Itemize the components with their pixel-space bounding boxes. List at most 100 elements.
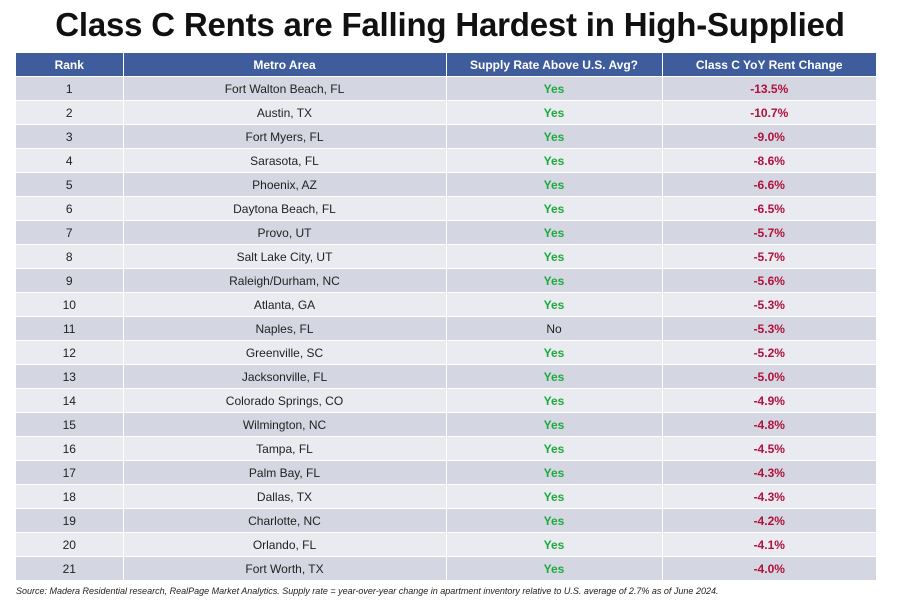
rank-cell: 4 [16,148,124,173]
column-header-metro-area: Metro Area [123,53,447,77]
column-header-rent-change: Class C YoY Rent Change [662,53,876,77]
table-row: 5 Phoenix, AZ Yes -6.6% [16,172,876,197]
rank-cell: 21 [16,556,124,581]
rent-change-cell: -5.2% [662,340,876,365]
rent-change-table: Rank Metro Area Supply Rate Above U.S. A… [16,53,876,581]
metro-area-cell: Tampa, FL [123,436,447,461]
rank-cell: 3 [16,124,124,149]
table-row: 15 Wilmington, NC Yes -4.8% [16,412,876,437]
table-row: 8 Salt Lake City, UT Yes -5.7% [16,244,876,269]
metro-area-cell: Charlotte, NC [123,508,447,533]
rent-change-cell: -4.2% [662,508,876,533]
table-row: 7 Provo, UT Yes -5.7% [16,220,876,245]
rent-change-cell: -4.9% [662,388,876,413]
rank-cell: 5 [16,172,124,197]
metro-area-cell: Salt Lake City, UT [123,244,447,269]
table-row: 9 Raleigh/Durham, NC Yes -5.6% [16,268,876,293]
supply-rate-cell: Yes [446,340,663,365]
rank-cell: 15 [16,412,124,437]
table-row: 13 Jacksonville, FL Yes -5.0% [16,364,876,389]
metro-area-cell: Fort Myers, FL [123,124,447,149]
rent-change-cell: -5.7% [662,244,876,269]
table-row: 11 Naples, FL No -5.3% [16,316,876,341]
table-row: 6 Daytona Beach, FL Yes -6.5% [16,196,876,221]
rent-change-cell: -8.6% [662,148,876,173]
rent-change-cell: -4.1% [662,532,876,557]
rank-cell: 7 [16,220,124,245]
metro-area-cell: Austin, TX [123,100,447,125]
table-row: 1 Fort Walton Beach, FL Yes -13.5% [16,76,876,101]
rent-change-cell: -4.0% [662,556,876,581]
supply-rate-cell: Yes [446,220,663,245]
table-row: 12 Greenville, SC Yes -5.2% [16,340,876,365]
table-row: 2 Austin, TX Yes -10.7% [16,100,876,125]
metro-area-cell: Palm Bay, FL [123,460,447,485]
table-row: 17 Palm Bay, FL Yes -4.3% [16,460,876,485]
rent-change-cell: -4.3% [662,460,876,485]
table-row: 19 Charlotte, NC Yes -4.2% [16,508,876,533]
supply-rate-cell: Yes [446,412,663,437]
supply-rate-cell: Yes [446,76,663,101]
table-row: 16 Tampa, FL Yes -4.5% [16,436,876,461]
table-row: 18 Dallas, TX Yes -4.3% [16,484,876,509]
rent-change-cell: -10.7% [662,100,876,125]
metro-area-cell: Jacksonville, FL [123,364,447,389]
metro-area-cell: Orlando, FL [123,532,447,557]
table-row: 4 Sarasota, FL Yes -8.6% [16,148,876,173]
rank-cell: 18 [16,484,124,509]
metro-area-cell: Dallas, TX [123,484,447,509]
metro-area-cell: Daytona Beach, FL [123,196,447,221]
rank-cell: 8 [16,244,124,269]
rank-cell: 2 [16,100,124,125]
rank-cell: 14 [16,388,124,413]
source-footnote: Source: Madera Residential research, Rea… [16,586,719,596]
supply-rate-cell: Yes [446,148,663,173]
table-row: 20 Orlando, FL Yes -4.1% [16,532,876,557]
rank-cell: 10 [16,292,124,317]
metro-area-cell: Sarasota, FL [123,148,447,173]
rank-cell: 12 [16,340,124,365]
supply-rate-cell: Yes [446,556,663,581]
supply-rate-cell: Yes [446,100,663,125]
rank-cell: 16 [16,436,124,461]
metro-area-cell: Fort Walton Beach, FL [123,76,447,101]
supply-rate-cell: Yes [446,484,663,509]
supply-rate-cell: Yes [446,196,663,221]
rent-change-cell: -5.7% [662,220,876,245]
metro-area-cell: Atlanta, GA [123,292,447,317]
rent-change-cell: -4.3% [662,484,876,509]
metro-area-cell: Phoenix, AZ [123,172,447,197]
rent-change-cell: -5.3% [662,292,876,317]
supply-rate-cell: Yes [446,460,663,485]
rank-cell: 1 [16,76,124,101]
supply-rate-cell: Yes [446,436,663,461]
rent-change-cell: -5.6% [662,268,876,293]
rank-cell: 13 [16,364,124,389]
metro-area-cell: Greenville, SC [123,340,447,365]
supply-rate-cell: Yes [446,292,663,317]
rent-change-cell: -4.5% [662,436,876,461]
rank-cell: 9 [16,268,124,293]
supply-rate-cell: Yes [446,172,663,197]
rent-change-cell: -4.8% [662,412,876,437]
metro-area-cell: Raleigh/Durham, NC [123,268,447,293]
table-row: 21 Fort Worth, TX Yes -4.0% [16,556,876,581]
supply-rate-cell: Yes [446,508,663,533]
supply-rate-cell: No [446,316,663,341]
rent-change-cell: -5.0% [662,364,876,389]
table-header-row: Rank Metro Area Supply Rate Above U.S. A… [16,53,876,77]
metro-area-cell: Fort Worth, TX [123,556,447,581]
rent-change-cell: -5.3% [662,316,876,341]
supply-rate-cell: Yes [446,124,663,149]
column-header-supply-rate: Supply Rate Above U.S. Avg? [446,53,663,77]
supply-rate-cell: Yes [446,268,663,293]
rent-change-cell: -6.5% [662,196,876,221]
rent-change-cell: -6.6% [662,172,876,197]
column-header-rank: Rank [16,53,124,77]
rank-cell: 17 [16,460,124,485]
metro-area-cell: Provo, UT [123,220,447,245]
supply-rate-cell: Yes [446,364,663,389]
metro-area-cell: Colorado Springs, CO [123,388,447,413]
table-row: 14 Colorado Springs, CO Yes -4.9% [16,388,876,413]
supply-rate-cell: Yes [446,244,663,269]
